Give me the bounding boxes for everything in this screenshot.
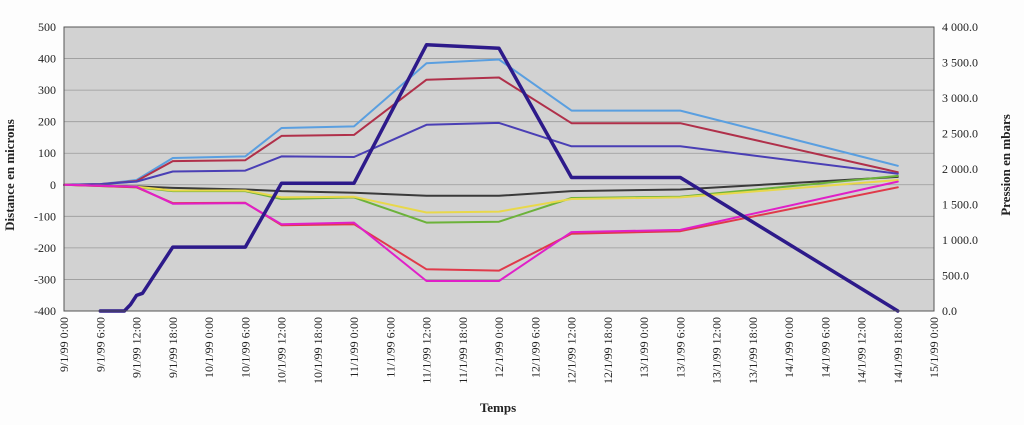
x-tick-label: 11/1/99 0:00 [347, 317, 361, 378]
x-tick-label: 10/1/99 12:00 [275, 317, 289, 384]
y2-tick-label: 4 000.0 [942, 20, 978, 34]
y2-tick-label: 3 500.0 [942, 56, 978, 70]
y2-axis-title: Pression en mbars [998, 114, 1013, 216]
pressure-series-line [98, 43, 900, 313]
y-axis-title: Distance en microns [2, 119, 17, 231]
y-tick-label: 100 [38, 146, 56, 160]
x-tick-label: 11/1/99 12:00 [420, 317, 434, 384]
plot-border [63, 26, 935, 312]
y-tick-label: -400 [34, 304, 56, 318]
x-tick-label: 13/1/99 12:00 [710, 317, 724, 384]
x-tick-label: 9/1/99 6:00 [93, 317, 107, 372]
distance-series-line [63, 179, 899, 214]
x-tick-label: 14/1/99 12:00 [855, 317, 869, 384]
plot-background [64, 27, 934, 311]
y2-tick-label: 2 000.0 [942, 162, 978, 176]
x-tick-label: 11/1/99 18:00 [456, 317, 470, 384]
y-tick-label: 300 [38, 83, 56, 97]
plot-area [64, 27, 934, 311]
x-tick-label: 14/1/99 18:00 [891, 317, 905, 384]
axes [63, 26, 935, 312]
y2-tick-label: 1 000.0 [942, 233, 978, 247]
x-tick-label: 10/1/99 18:00 [311, 317, 325, 384]
x-tick-label: 9/1/99 0:00 [57, 317, 71, 372]
y2-tick-labels: 0.0 500.0 1 000.0 1 500.0 2 000.0 2 500.0 3 00… [942, 20, 978, 318]
x-tick-label: 15/1/99 0:00 [927, 317, 941, 378]
x-tick-label: 10/1/99 0:00 [202, 317, 216, 378]
data-series [63, 43, 900, 313]
x-tick-label: 9/1/99 18:00 [166, 317, 180, 378]
y-tick-label: -300 [34, 272, 56, 286]
x-tick-label: 13/1/99 6:00 [673, 317, 687, 378]
x-tick-labels: 9/1/99 0:00 9/1/99 6:00 9/1/99 12:00 9/1/99… [57, 317, 941, 384]
x-tick-label: 14/1/99 6:00 [818, 317, 832, 378]
distance-series-line [63, 175, 899, 197]
y-tick-label: 400 [38, 52, 56, 66]
x-tick-label: 13/1/99 0:00 [637, 317, 651, 378]
y-tick-label: -100 [34, 209, 56, 223]
y2-tick-label: 2 500.0 [942, 127, 978, 141]
y2-tick-label: 3 000.0 [942, 91, 978, 105]
x-tick-label: 12/1/99 12:00 [565, 317, 579, 384]
y2-tick-label: 0.0 [942, 304, 957, 318]
y-tick-label: 200 [38, 115, 56, 129]
x-axis-title: Temps [480, 400, 516, 415]
y-tick-label: -200 [34, 241, 56, 255]
x-tick-label: 11/1/99 6:00 [383, 317, 397, 378]
distance-series-line [63, 180, 899, 282]
x-tick-label: 12/1/99 18:00 [601, 317, 615, 384]
y-tick-label: 0 [50, 178, 56, 192]
x-tick-label: 12/1/99 6:00 [528, 317, 542, 378]
distance-series-line [63, 121, 899, 186]
x-tick-label: 13/1/99 18:00 [746, 317, 760, 384]
x-tick-label: 12/1/99 0:00 [492, 317, 506, 378]
y-tick-labels: -400 -300 -200 -100 0 100 200 300 400 500 [34, 20, 56, 318]
x-tick-label: 10/1/99 6:00 [238, 317, 252, 378]
y2-tick-label: 500.0 [942, 269, 969, 283]
y-tick-label: 500 [38, 20, 56, 34]
x-tick-label: 9/1/99 12:00 [130, 317, 144, 378]
x-tick-label: 14/1/99 0:00 [782, 317, 796, 378]
y2-tick-label: 1 500.0 [942, 198, 978, 212]
